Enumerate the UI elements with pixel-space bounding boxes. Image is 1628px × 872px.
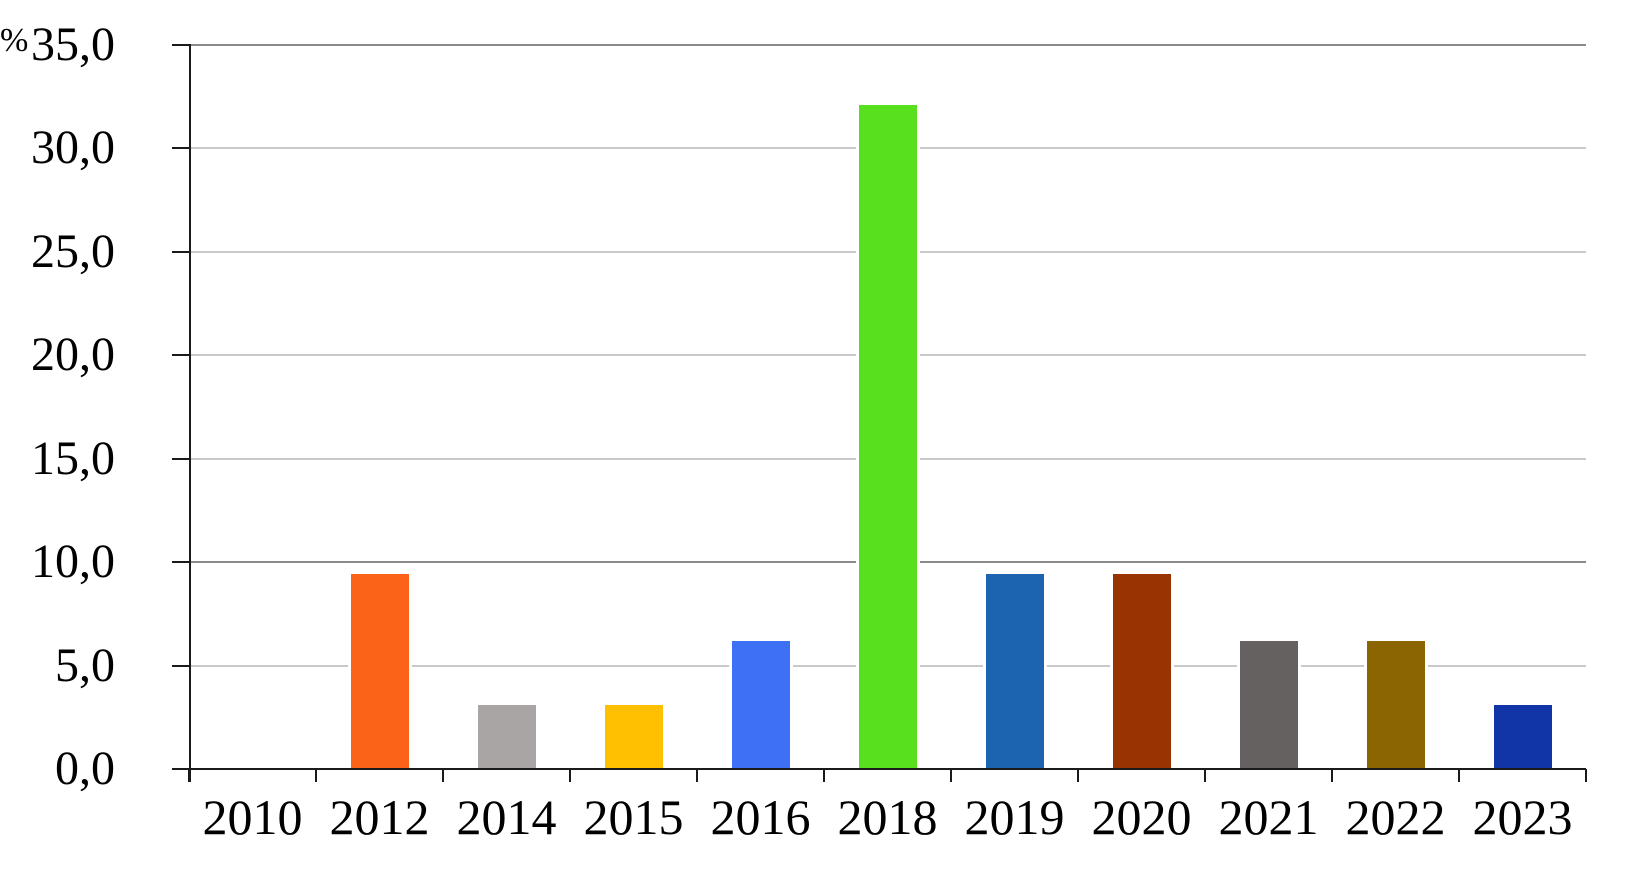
- bar-2023: [1490, 704, 1555, 769]
- y-tick-label: 20,0: [31, 328, 115, 381]
- x-tick-label-2019: 2019: [964, 789, 1065, 845]
- y-tick-mark: [172, 664, 189, 667]
- y-tick-mark: [172, 147, 189, 149]
- x-tick-mark: [188, 769, 190, 782]
- y-axis-unit-label: %: [0, 22, 29, 59]
- x-tick-label-2015: 2015: [583, 789, 684, 845]
- y-tick-mark: [172, 561, 189, 563]
- gridline-35: [189, 43, 1586, 46]
- x-tick-label-2018: 2018: [837, 789, 938, 845]
- x-axis-line: [189, 768, 1586, 770]
- x-tick-mark: [1585, 769, 1587, 782]
- bar-2020: [1109, 574, 1174, 769]
- y-tick-mark: [172, 457, 189, 460]
- bar-2012: [347, 574, 412, 769]
- x-tick-mark: [1331, 769, 1333, 782]
- bar-2014: [474, 704, 539, 769]
- bar-2019: [982, 574, 1047, 769]
- x-tick-label-2016: 2016: [710, 789, 811, 845]
- y-tick-label: 10,0: [31, 535, 115, 588]
- y-tick-mark: [172, 768, 189, 770]
- x-tick-mark: [1204, 769, 1206, 782]
- y-tick-label: 15,0: [31, 431, 115, 485]
- x-tick-label-2022: 2022: [1345, 789, 1446, 845]
- x-tick-label-2023: 2023: [1472, 789, 1573, 845]
- y-axis-line: [189, 43, 191, 782]
- x-tick-label-2010: 2010: [202, 789, 303, 845]
- x-tick-mark: [1458, 769, 1460, 782]
- bar-2022: [1363, 640, 1428, 769]
- bar-2015: [601, 704, 666, 769]
- y-tick-label: 0,0: [55, 742, 115, 795]
- x-tick-label-2014: 2014: [456, 789, 557, 845]
- x-tick-label-2021: 2021: [1218, 789, 1319, 845]
- y-tick-mark: [172, 250, 189, 253]
- x-tick-label-2012: 2012: [329, 789, 430, 845]
- bar-2021: [1236, 640, 1301, 769]
- y-tick-label: 25,0: [31, 224, 115, 278]
- y-tick-label: 5,0: [55, 638, 115, 692]
- x-tick-label-2020: 2020: [1091, 789, 1192, 845]
- x-tick-mark: [315, 769, 317, 782]
- x-tick-mark: [823, 769, 825, 782]
- x-tick-mark: [569, 769, 571, 782]
- x-tick-mark: [696, 769, 698, 782]
- y-tick-label: 30,0: [31, 121, 115, 174]
- y-tick-label: 35,0: [31, 17, 115, 71]
- x-tick-mark: [1077, 769, 1079, 782]
- bar-2018: [855, 104, 920, 769]
- bar-2016: [728, 640, 793, 769]
- x-tick-mark: [950, 769, 952, 782]
- y-tick-mark: [172, 354, 189, 356]
- y-tick-mark: [172, 43, 189, 46]
- x-tick-mark: [442, 769, 444, 782]
